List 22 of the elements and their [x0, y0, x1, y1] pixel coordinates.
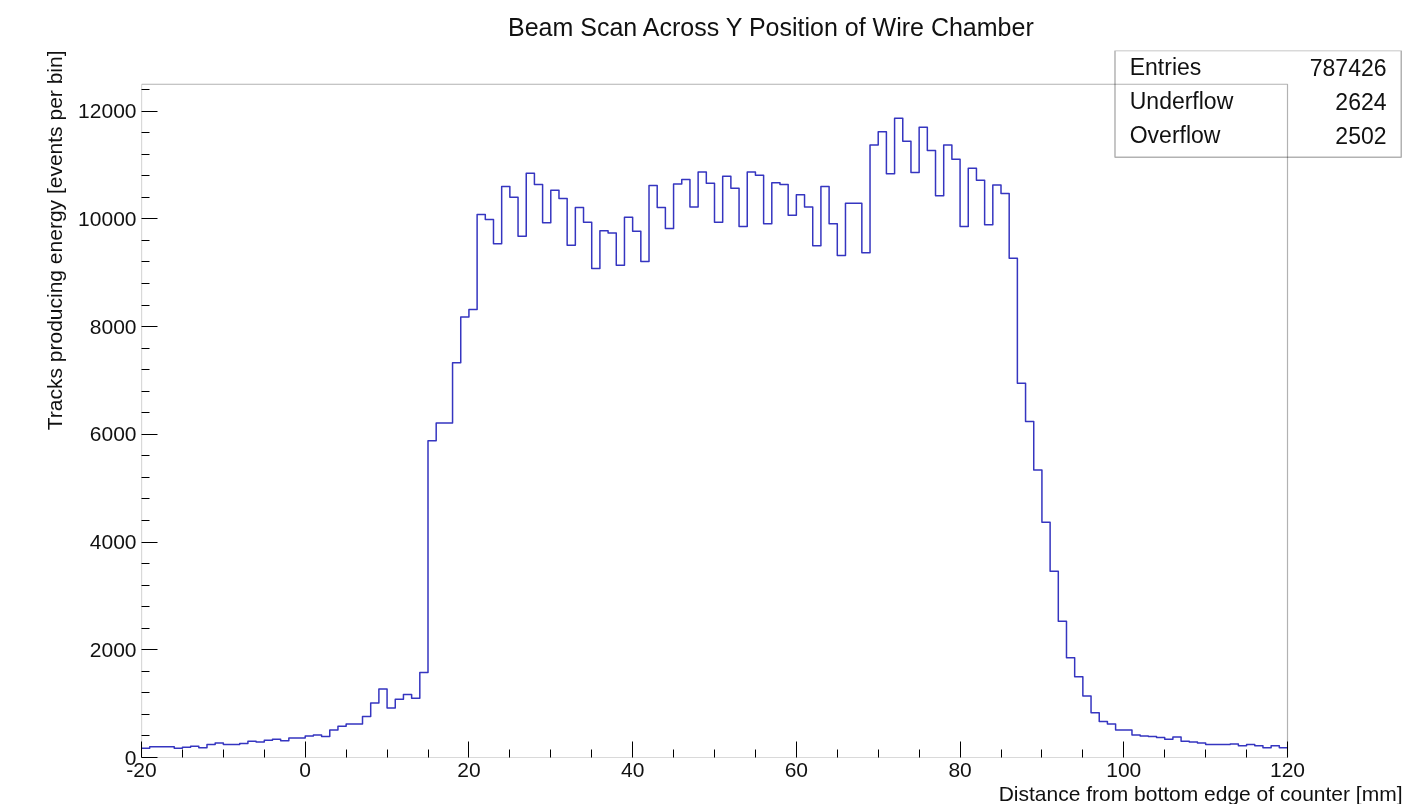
x-tick-label: 20 [457, 757, 481, 781]
x-tick-label: 60 [784, 757, 809, 781]
text: Entries [1129, 54, 1202, 81]
annotation: Underflow [1129, 88, 1234, 115]
y-tick-label: 8000 [89, 314, 137, 338]
y-tick-label: 12000 [78, 99, 137, 123]
text: 787426 [1309, 54, 1387, 81]
annotation: Overflow [1129, 122, 1221, 149]
x-tick-label: 40 [620, 757, 645, 781]
y-axis-title: Tracks producing energy [events per bin] [42, 50, 66, 431]
y-tick-label: 2000 [89, 637, 137, 661]
chart-title: Beam Scan Across Y Position of Wire Chamber [508, 12, 1034, 41]
x-tick-label: 120 [1269, 757, 1306, 781]
y-tick-label: 6000 [89, 422, 137, 446]
x-tick-label: 0 [299, 757, 312, 781]
text: 2624 [1335, 88, 1387, 115]
x-tick-label: 100 [1106, 757, 1142, 781]
text: 2502 [1335, 122, 1387, 149]
y-tick-label: 4000 [89, 530, 137, 554]
x-tick-label: 80 [948, 757, 972, 781]
x-axis-title: Distance from bottom edge of counter [mm] [998, 781, 1403, 804]
y-tick-label: 10000 [78, 206, 137, 230]
